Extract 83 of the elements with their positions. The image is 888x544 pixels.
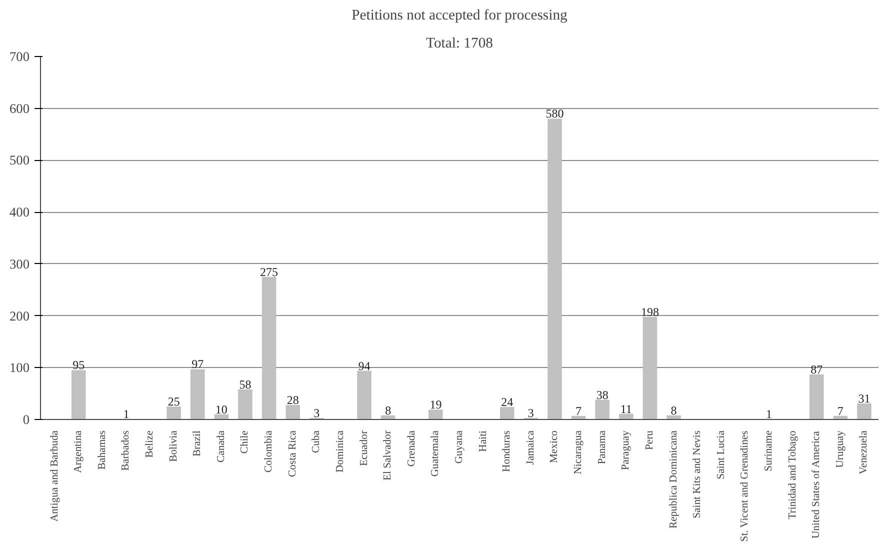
x-tick-label: Honduras (502, 430, 513, 472)
x-tick-label: Cuba (311, 430, 322, 453)
x-tick-label: Chile (240, 430, 251, 454)
y-tick-label: 100 (10, 360, 30, 376)
x-tick-label: Suriname (763, 430, 774, 472)
x-tick-label: Antigua and Barbuda (49, 430, 60, 522)
x-tick-label: Costa Rica (287, 430, 298, 477)
data-label: 31 (858, 391, 870, 406)
bar (166, 406, 181, 420)
data-label: 1 (123, 406, 130, 421)
x-tick-label: Mexico (549, 430, 560, 464)
bar (286, 404, 300, 420)
data-label: 7 (837, 404, 844, 418)
bar (238, 389, 252, 420)
x-tick-label: Venezuela (858, 430, 870, 474)
data-label: 10 (215, 402, 228, 416)
x-tick-label: Peru (644, 430, 656, 450)
bar (71, 370, 86, 420)
data-label: 1 (766, 406, 772, 421)
bar (262, 276, 276, 420)
x-tick-label: Guyana (454, 430, 465, 464)
data-label: 580 (546, 106, 564, 121)
chart-subtitle: Total: 1708 (426, 36, 493, 52)
x-tick-label: Nicaragua (573, 430, 584, 474)
y-tick-label: 700 (10, 49, 30, 64)
data-label: 24 (501, 395, 514, 410)
x-tick-label: Barbados (120, 430, 132, 471)
data-label: 7 (576, 404, 582, 418)
bar (642, 316, 658, 420)
data-label: 28 (286, 392, 299, 407)
data-label: 25 (168, 394, 180, 409)
x-tick-label: Argentina (73, 430, 84, 473)
x-tick-label: Saint Lucia (716, 430, 727, 480)
data-label: 8 (385, 403, 392, 418)
data-label: 198 (640, 304, 659, 319)
x-tick-label: Belize (144, 430, 156, 458)
bar (357, 370, 372, 420)
x-tick-label: Colombia (264, 430, 275, 473)
y-tick-label: 600 (10, 100, 30, 116)
x-tick-label: United States of America (811, 430, 822, 539)
x-tick-label: Dominica (334, 430, 346, 473)
data-label: 58 (239, 377, 252, 392)
y-tick-label: 0 (22, 412, 30, 427)
data-label: 94 (358, 358, 370, 373)
data-label: 19 (430, 398, 442, 412)
bar (548, 118, 562, 420)
x-tick-label: Bahamas (96, 430, 108, 470)
data-label: 97 (192, 357, 204, 372)
data-label: 3 (528, 406, 534, 420)
bar (809, 374, 824, 420)
x-tick-label: El Salvador (382, 430, 394, 481)
x-tick-label: St. Vicent and Grenadines (740, 430, 751, 542)
x-tick-label: Paraguay (620, 430, 632, 470)
x-tick-label: Ecuador (358, 430, 370, 466)
x-tick-label: Bolivia (168, 430, 180, 462)
x-tick-label: Grenada (406, 430, 418, 467)
bar (857, 403, 872, 420)
x-tick-label: Panama (596, 430, 608, 464)
bar (428, 410, 443, 420)
y-tick-label: 500 (10, 152, 30, 168)
data-label: 11 (620, 402, 632, 416)
data-label: 38 (596, 388, 608, 402)
y-tick-label: 300 (10, 256, 30, 272)
bar (190, 369, 205, 420)
x-tick-label: Guatemala (430, 430, 442, 477)
data-label: 3 (314, 406, 320, 420)
x-tick-label: Republica Dominicana (668, 430, 680, 528)
x-tick-label: Brazil (192, 430, 204, 457)
data-label: 95 (72, 358, 85, 372)
x-tick-label: Canada (216, 430, 227, 462)
x-tick-label: Haiti (478, 430, 489, 452)
x-tick-label: Uruguay (834, 430, 846, 468)
y-tick-label: 200 (10, 308, 30, 324)
bar (595, 400, 610, 420)
data-label: 87 (810, 362, 823, 376)
data-label: 275 (260, 264, 278, 279)
bar (500, 407, 514, 420)
x-tick-label: Trinidad and Tobago (787, 430, 798, 520)
x-tick-label: Jamaica (525, 430, 536, 465)
x-tick-label: Saint Kits and Nevis (692, 430, 704, 518)
chart-title: Petitions not accepted for processing (352, 8, 568, 24)
data-label: 8 (670, 403, 677, 418)
y-tick-label: 400 (10, 204, 30, 220)
